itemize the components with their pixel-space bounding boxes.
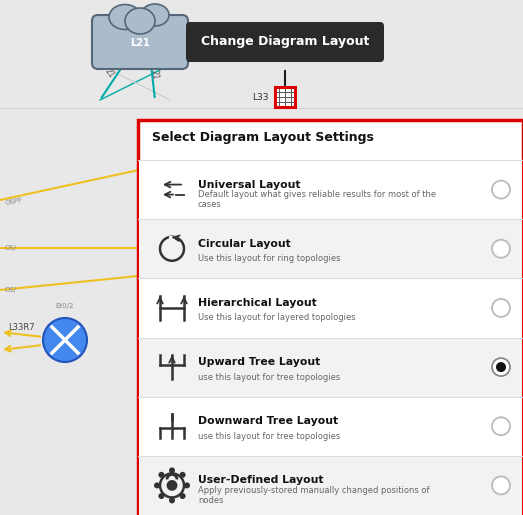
Circle shape xyxy=(492,417,510,435)
Text: L2 GI0/0/3: L2 GI0/0/3 xyxy=(455,343,481,376)
FancyBboxPatch shape xyxy=(169,236,175,241)
Circle shape xyxy=(169,497,175,504)
Text: L21: L21 xyxy=(130,38,150,48)
Text: 21: 21 xyxy=(150,70,160,80)
FancyBboxPatch shape xyxy=(92,15,188,69)
Text: Downward Tree Layout: Downward Tree Layout xyxy=(198,416,338,426)
FancyBboxPatch shape xyxy=(139,160,522,219)
Text: OS/: OS/ xyxy=(5,287,17,293)
Circle shape xyxy=(158,493,164,499)
Text: Default layout what gives reliable results for most of the
cases: Default layout what gives reliable resul… xyxy=(198,190,436,209)
Text: OSPF: OSPF xyxy=(462,335,480,341)
Text: Use this layout for layered topologies: Use this layout for layered topologies xyxy=(198,314,356,322)
Text: Select Diagram Layout Settings: Select Diagram Layout Settings xyxy=(152,131,374,145)
Circle shape xyxy=(179,493,186,499)
Circle shape xyxy=(158,472,164,478)
Text: Et0/3: Et0/3 xyxy=(450,260,469,266)
Ellipse shape xyxy=(125,8,155,34)
Circle shape xyxy=(492,181,510,199)
Circle shape xyxy=(179,472,186,478)
Text: Change Diagram Layout: Change Diagram Layout xyxy=(201,35,369,47)
FancyBboxPatch shape xyxy=(500,236,523,266)
Text: use this layout for tree topologies: use this layout for tree topologies xyxy=(198,372,340,382)
FancyBboxPatch shape xyxy=(139,397,522,456)
Text: Use this layout for ring topologies: Use this layout for ring topologies xyxy=(198,254,340,263)
FancyBboxPatch shape xyxy=(275,87,295,107)
Text: L33: L33 xyxy=(253,93,269,101)
FancyBboxPatch shape xyxy=(139,337,522,397)
Text: Universal Layout: Universal Layout xyxy=(198,180,301,190)
Ellipse shape xyxy=(109,5,141,29)
Text: Hierarchical Layout: Hierarchical Layout xyxy=(198,298,317,308)
Text: OS/: OS/ xyxy=(5,245,17,251)
Circle shape xyxy=(492,299,510,317)
FancyBboxPatch shape xyxy=(139,219,522,278)
Text: use this layout for tree topologies: use this layout for tree topologies xyxy=(198,432,340,441)
Text: GI0/0/1: GI0/0/1 xyxy=(460,267,480,291)
Text: OSPF: OSPF xyxy=(5,197,24,206)
Circle shape xyxy=(43,318,87,362)
Text: Et0/0: Et0/0 xyxy=(450,228,469,234)
Circle shape xyxy=(496,362,506,372)
Circle shape xyxy=(492,358,510,376)
Circle shape xyxy=(492,240,510,258)
FancyBboxPatch shape xyxy=(500,323,523,353)
Text: Upward Tree Layout: Upward Tree Layout xyxy=(198,357,320,367)
Text: 21: 21 xyxy=(103,67,116,80)
Ellipse shape xyxy=(141,4,169,26)
Circle shape xyxy=(167,480,177,491)
Circle shape xyxy=(184,483,190,488)
FancyBboxPatch shape xyxy=(139,278,522,337)
Text: Circular Layout: Circular Layout xyxy=(198,239,291,249)
Circle shape xyxy=(169,468,175,473)
Text: L33R7: L33R7 xyxy=(8,323,35,332)
Text: User-Defined Layout: User-Defined Layout xyxy=(198,475,324,486)
FancyBboxPatch shape xyxy=(186,22,384,62)
Text: Et0/1: Et0/1 xyxy=(455,398,471,416)
Text: Et0/2: Et0/2 xyxy=(55,303,73,309)
FancyBboxPatch shape xyxy=(500,408,523,438)
FancyBboxPatch shape xyxy=(139,456,522,515)
FancyBboxPatch shape xyxy=(138,120,523,515)
Text: Apply previously-stored manually changed positions of
nodes: Apply previously-stored manually changed… xyxy=(198,486,429,505)
Circle shape xyxy=(492,476,510,494)
Circle shape xyxy=(154,483,160,488)
